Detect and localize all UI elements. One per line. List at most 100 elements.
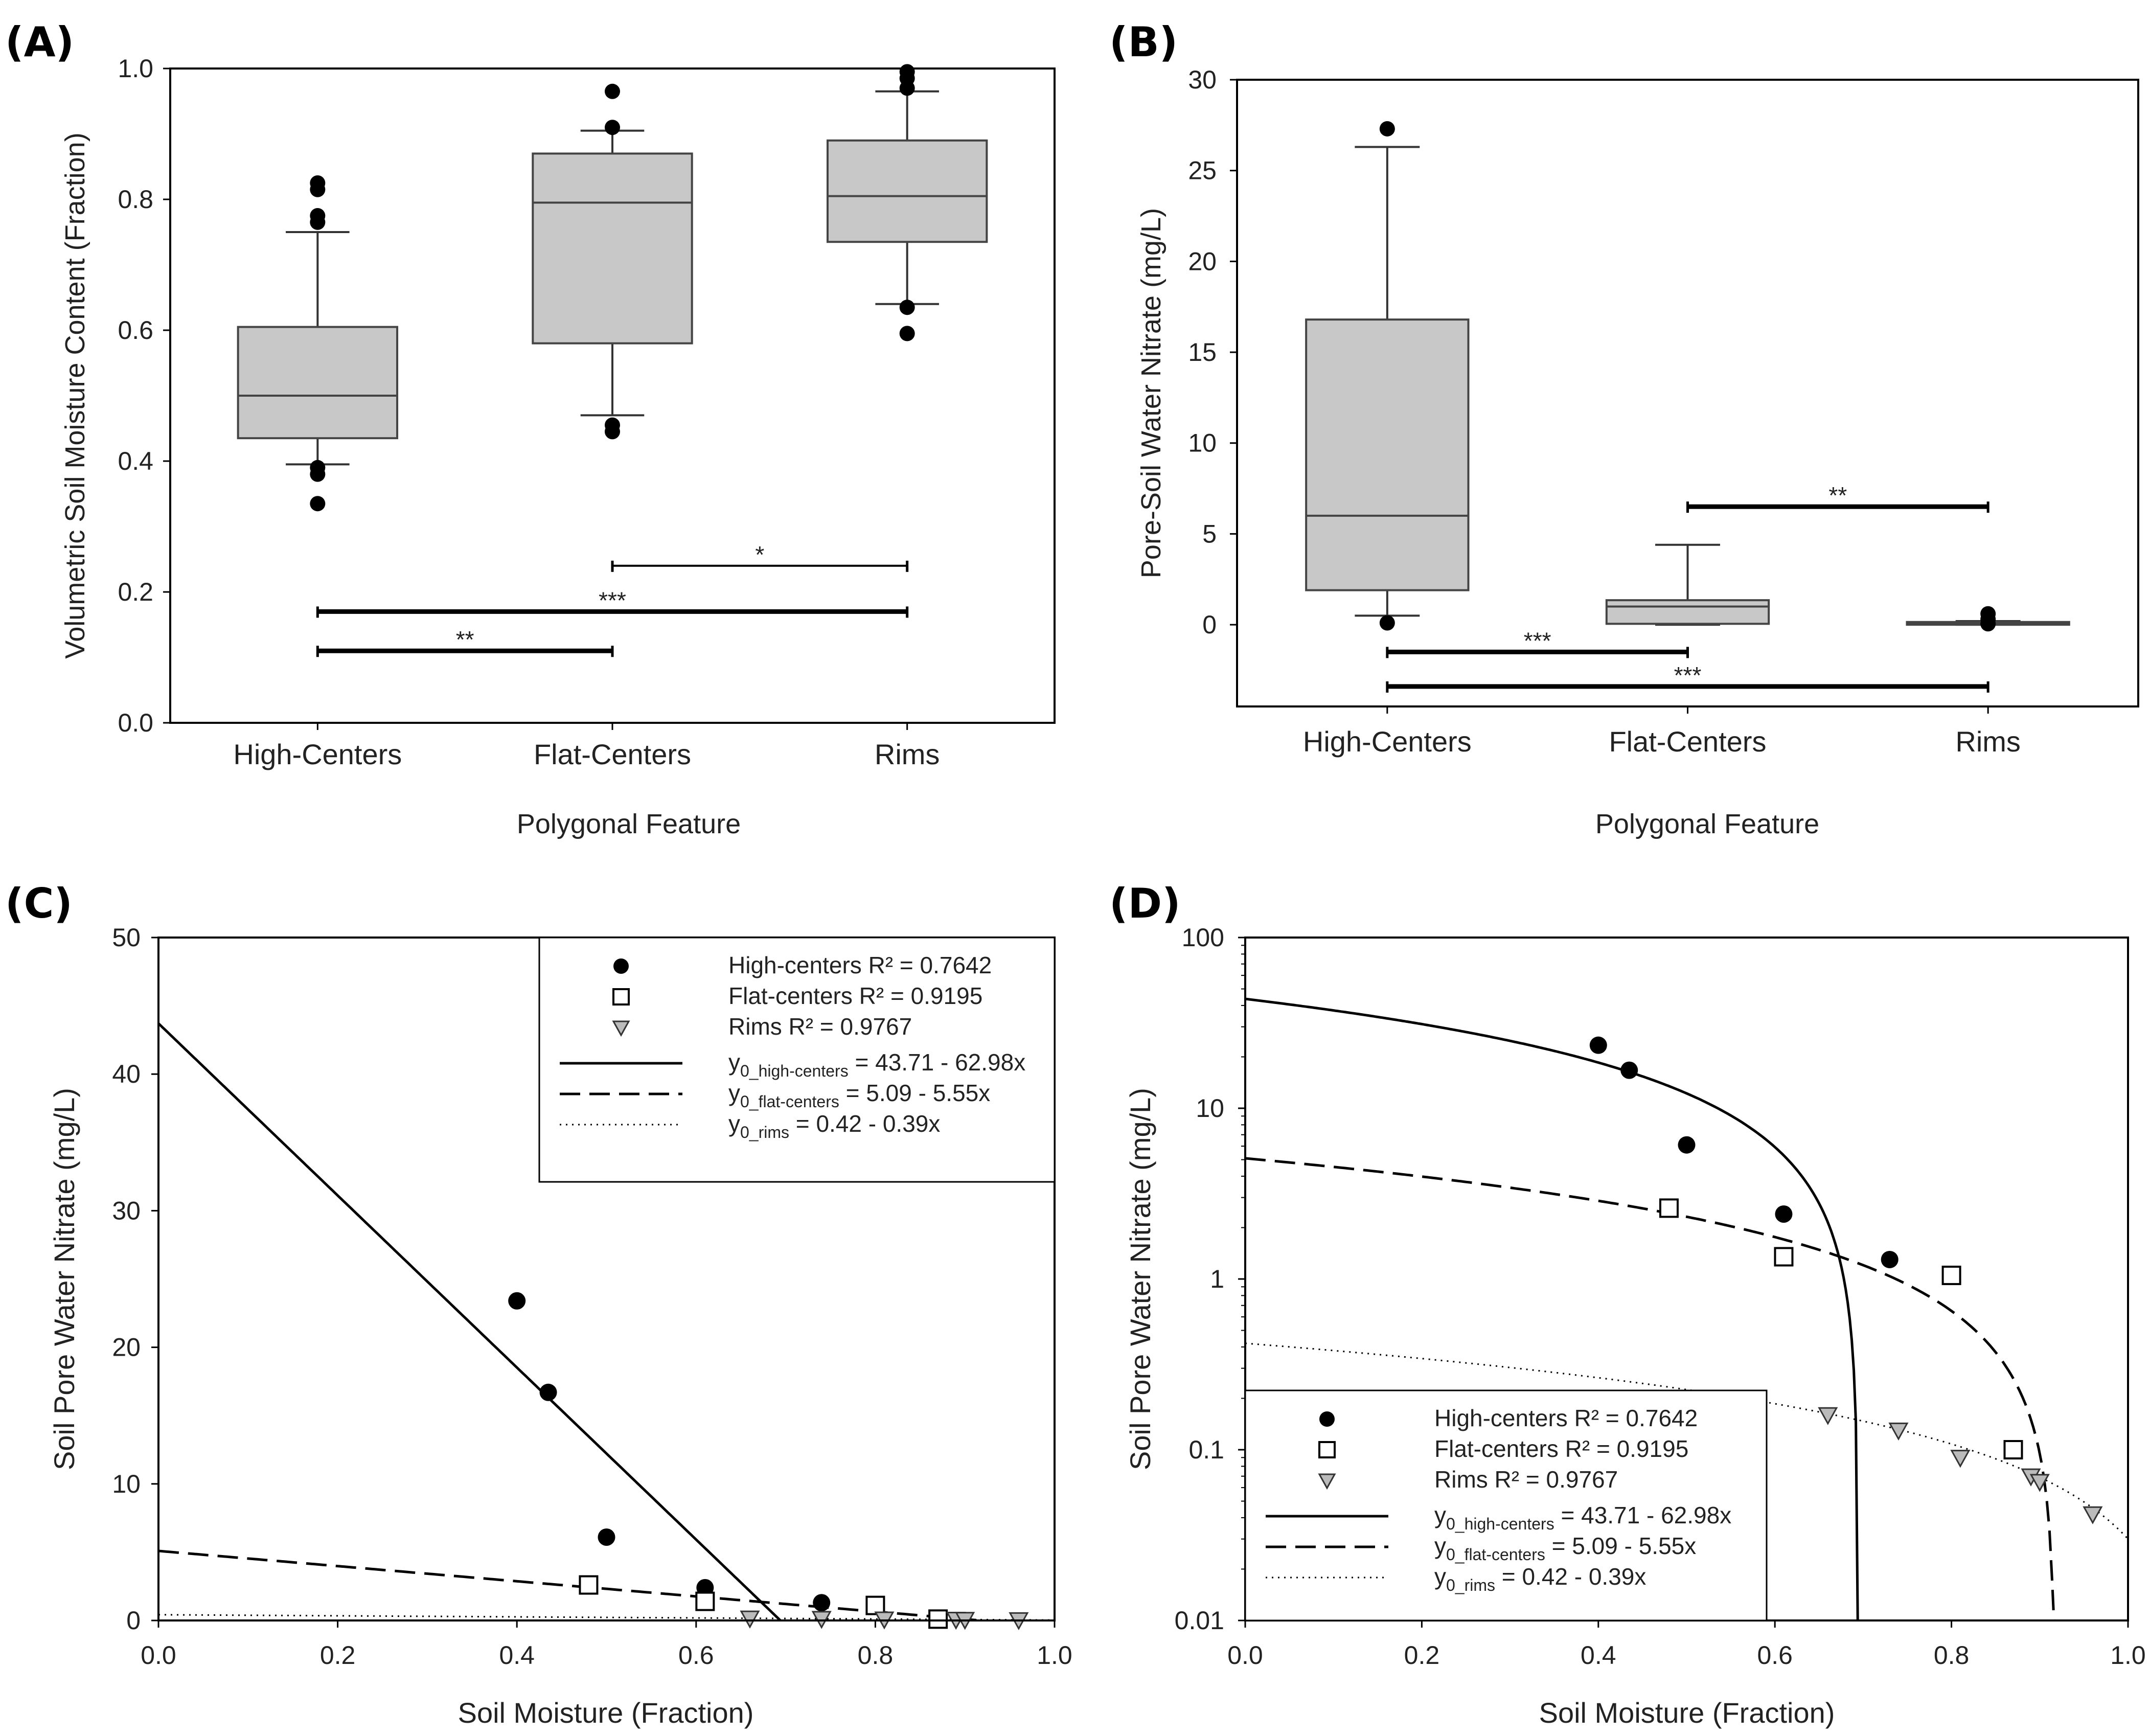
y-tick-label: 100 (1182, 923, 1224, 952)
significance-label: * (755, 541, 764, 568)
legend-series-r2: R² = 0.7642 (1574, 1405, 1698, 1431)
legend-fit-label: y0_high-centers = 43.71 - 62.98x (728, 1049, 1025, 1080)
y-tick-label: 20 (1188, 247, 1217, 276)
data-point-high-centers (539, 1383, 557, 1401)
x-axis-label: Polygonal Feature (517, 809, 741, 839)
legend-fit-label: y0_flat-centers = 5.09 - 5.55x (1434, 1533, 1696, 1564)
x-axis-label: Polygonal Feature (1595, 809, 1819, 839)
x-tick-label: 1.0 (1037, 1641, 1072, 1670)
fit-line-solid (1245, 997, 1859, 1620)
legend-series-name: High-centers (1434, 1405, 1574, 1431)
significance-label: ** (456, 626, 474, 653)
outlier-point (310, 208, 326, 223)
y-tick-label: 1.0 (118, 54, 153, 83)
x-tick-label: 0.6 (1757, 1641, 1793, 1670)
significance-label: *** (1674, 662, 1702, 689)
data-point-high-centers (598, 1528, 615, 1546)
y-tick-label: 30 (112, 1196, 141, 1225)
outlier-point (605, 83, 620, 99)
fit-line-dashed (158, 1549, 980, 1620)
y-tick-label: 0.8 (118, 185, 153, 214)
legend-series-r2: R² = 0.7642 (868, 952, 992, 978)
fit-line-dotted (1245, 1342, 2128, 1540)
legend-series-r2: R² = 0.9195 (859, 983, 983, 1009)
legend-series-label: High-centers R² = 0.7642 (1434, 1405, 1698, 1431)
outlier-point (1379, 121, 1395, 136)
legend-marker (613, 958, 629, 974)
y-tick-label: 1 (1210, 1265, 1224, 1293)
x-tick-label: High-Centers (1303, 725, 1472, 758)
fit-line-solid (158, 1022, 782, 1620)
outlier-point (899, 326, 915, 341)
y-axis-label: Volumetric Soil Moisture Content (Fracti… (60, 132, 90, 658)
x-tick-label: 0.0 (1227, 1641, 1263, 1670)
significance-label: *** (1524, 627, 1551, 654)
y-tick-label: 0.01 (1175, 1606, 1224, 1635)
y-tick-label: 0.1 (1188, 1435, 1224, 1464)
legend-series-name: Flat-centers (728, 983, 859, 1009)
y-tick-label: 10 (1188, 429, 1217, 458)
y-tick-label: 0.2 (118, 578, 153, 606)
legend-marker (1319, 1411, 1335, 1427)
fit-lines (1245, 997, 2128, 1620)
data-point-high-centers (813, 1594, 831, 1612)
legend-series-r2: R² = 0.9195 (1565, 1435, 1689, 1462)
x-tick-label: 1.0 (2110, 1641, 2146, 1670)
x-tick-label: 0.2 (1404, 1641, 1440, 1670)
outlier-point (899, 300, 915, 315)
legend-box (1244, 1389, 1768, 1621)
y-tick-label: 25 (1188, 156, 1217, 185)
legend-series-label: Rims R² = 0.9767 (1434, 1466, 1618, 1493)
x-tick-label: 0.2 (320, 1641, 356, 1670)
y-axis-label: Soil Pore Water Nitrate (mg/L) (1124, 1088, 1156, 1470)
y-tick-label: 0.4 (118, 447, 153, 475)
x-tick-label: Rims (875, 738, 940, 770)
data-point-rims (1950, 1450, 1971, 1468)
legend-box (538, 936, 1056, 1183)
legend-series-label: High-centers R² = 0.7642 (728, 952, 992, 978)
panel-label: (B) (1109, 18, 1178, 66)
data-point-flat-centers (1774, 1247, 1794, 1267)
y-axis-label: Pore-Soil Water Nitrate (mg/L) (1136, 208, 1167, 578)
box (826, 139, 988, 243)
y-tick-label: 5 (1202, 519, 1217, 548)
x-tick-label: 0.0 (141, 1641, 176, 1670)
legend-series-name: Rims (728, 1013, 789, 1040)
outlier-point (605, 417, 620, 433)
x-axis-label: Soil Moisture (Fraction) (1539, 1697, 1835, 1729)
legend-fit-y: y (728, 1110, 740, 1137)
y-tick-label: 10 (112, 1470, 141, 1498)
y-tick-label: 30 (1188, 65, 1217, 94)
y-tick-label: 0 (126, 1606, 141, 1635)
data-point-flat-centers (695, 1591, 715, 1611)
y-tick-label: 0 (1202, 610, 1217, 639)
legend-fit-label: y0_rims = 0.42 - 0.39x (1434, 1563, 1646, 1594)
x-tick-label: 0.8 (858, 1641, 894, 1670)
legend-fit-subscript: 0_flat-centers (740, 1092, 839, 1111)
panel-label: (A) (5, 18, 74, 66)
fit-line-dotted (158, 1614, 1055, 1620)
legend-fit-label: y0_rims = 0.42 - 0.39x (728, 1110, 940, 1141)
box (1305, 318, 1470, 591)
legend-series-r2: R² = 0.9767 (1495, 1466, 1618, 1493)
x-tick-label: 0.6 (678, 1641, 714, 1670)
legend-fit-subscript: 0_rims (740, 1123, 789, 1141)
x-tick-label: High-Centers (233, 738, 402, 770)
y-tick-label: 10 (1196, 1094, 1224, 1123)
data-point-rims (2029, 1474, 2050, 1492)
data-point-high-centers (1678, 1136, 1696, 1154)
data-point-high-centers (1589, 1036, 1607, 1054)
box (237, 326, 399, 440)
legend-fit-equation: = 43.71 - 62.98x (849, 1049, 1026, 1076)
x-tick-label: Flat-Centers (1609, 725, 1766, 758)
fit-line-dashed (1245, 1157, 2055, 1620)
legend-fit-equation: = 5.09 - 5.55x (839, 1080, 990, 1106)
outlier-point (310, 175, 326, 191)
x-tick-label: 0.8 (1934, 1641, 1970, 1670)
legend-fit-equation: = 5.09 - 5.55x (1545, 1533, 1696, 1559)
legend-series-label: Rims R² = 0.9767 (728, 1013, 912, 1040)
panel-label: (D) (1109, 880, 1181, 927)
x-tick-label: Flat-Centers (534, 738, 691, 770)
data-point-flat-centers (928, 1609, 948, 1629)
data-point-flat-centers (1941, 1265, 1961, 1285)
